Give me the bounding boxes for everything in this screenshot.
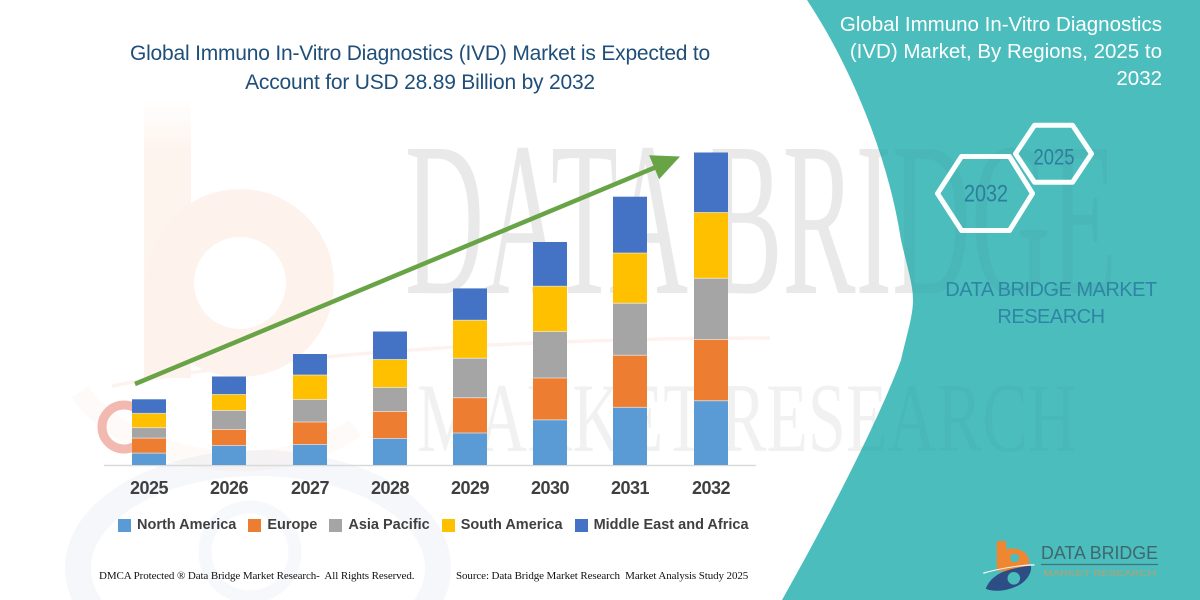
svg-text:2025: 2025 [1034, 145, 1075, 170]
svg-text:MARKET RESEARCH: MARKET RESEARCH [1043, 569, 1156, 578]
svg-text:DATA BRIDGE: DATA BRIDGE [1041, 542, 1158, 563]
svg-text:2032: 2032 [964, 181, 1008, 208]
